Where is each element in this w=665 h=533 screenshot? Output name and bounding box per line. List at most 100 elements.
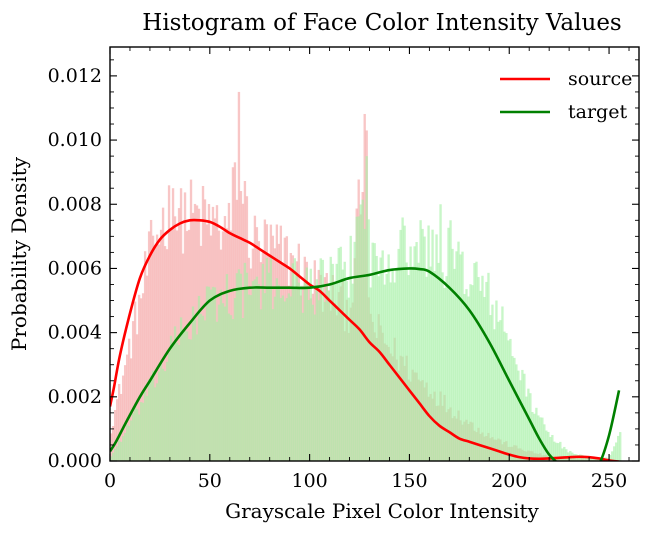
hist-bar-target (361, 199, 364, 461)
hist-bar-target (429, 266, 432, 461)
hist-bar-target (545, 430, 548, 461)
hist-bar-target (433, 270, 436, 461)
hist-bar-target (491, 304, 494, 461)
hist-bar-target (405, 262, 408, 461)
hist-bar-target (423, 236, 426, 461)
hist-bar-target (169, 335, 173, 461)
hist-bar-source (145, 275, 149, 461)
hist-bar-target (179, 317, 183, 461)
hist-bar-target (263, 293, 267, 461)
hist-bar-target (299, 285, 302, 461)
axes: 0 50 100 150 200 250 0.000 0.002 0.004 0.006 0.008… (48, 47, 639, 492)
hist-bar-target (247, 294, 251, 461)
hist-bar-target (369, 287, 372, 461)
hist-bar-target (583, 456, 586, 461)
hist-bar-target (503, 331, 506, 461)
hist-bar-target (353, 241, 356, 461)
hist-bar-target (463, 294, 466, 461)
hist-bar-target (363, 228, 366, 461)
y-tick-label: 0.002 (48, 386, 102, 408)
y-tick-label: 0.004 (48, 322, 102, 344)
hist-bar-source (171, 188, 175, 461)
hist-bar-target (279, 297, 283, 461)
hist-bar-target (125, 424, 129, 461)
hist-bar-target (595, 458, 598, 461)
hist-bar-target (437, 262, 440, 461)
hist-bar-target (493, 329, 496, 461)
hist-bar-source (121, 375, 125, 461)
hist-bar-target (167, 352, 171, 461)
histogram-bars (110, 91, 622, 462)
hist-bar-target (271, 309, 275, 461)
hist-bar-target (403, 225, 406, 461)
hist-bar-target (127, 425, 131, 461)
hist-bar-target (541, 417, 544, 461)
hist-bar-target (357, 216, 360, 461)
hist-bar-target (471, 285, 474, 461)
hist-bar-target (501, 306, 504, 461)
hist-bar-target (173, 326, 177, 461)
hist-bar-target (549, 437, 552, 461)
hist-bar-target (401, 217, 404, 461)
hist-bar-target (177, 344, 181, 461)
hist-bar-target (185, 331, 189, 461)
hist-bar-target (207, 286, 211, 461)
hist-bar-target (561, 448, 564, 461)
hist-bar-target (495, 300, 498, 461)
density-curve-target (110, 267, 621, 461)
hist-bar-target (257, 284, 261, 461)
hist-bar-target (455, 251, 458, 461)
hist-bar-target (525, 396, 528, 461)
hist-bar-target (523, 373, 526, 461)
hist-bar-target (461, 251, 464, 461)
hist-bar-source (125, 354, 129, 461)
hist-bar-target (163, 371, 167, 461)
hist-bar-target (565, 449, 568, 461)
hist-bar-target (425, 276, 428, 461)
hist-bar-target (589, 458, 592, 461)
hist-bar-target (283, 301, 287, 461)
hist-bar-target (465, 289, 468, 461)
hist-bar-target (123, 432, 127, 461)
hist-bar-target (155, 383, 159, 461)
hist-bar-target (199, 313, 203, 461)
hist-bar-target (459, 254, 462, 461)
hist-bar-target (511, 356, 514, 461)
density-curve-source (110, 218, 620, 461)
hist-bar-source (183, 192, 187, 461)
hist-bar-target (587, 457, 590, 461)
hist-bar-target (399, 229, 402, 461)
hist-bar-target (475, 261, 478, 461)
hist-bar-target (139, 402, 143, 461)
hist-bar-source (129, 358, 133, 461)
hist-bar-target (349, 235, 352, 461)
hist-bar-target (499, 320, 502, 461)
hist-bar-target (203, 320, 207, 461)
hist-bar-target (249, 295, 253, 461)
hist-bar-target (265, 258, 269, 461)
hist-bar-target (183, 330, 187, 461)
hist-bar-target (531, 412, 534, 461)
hist-bar-target (165, 361, 169, 461)
x-axis-label: Grayscale Pixel Color Intensity (225, 499, 539, 523)
hist-bar-target (135, 408, 139, 461)
hist-bar-target (395, 269, 398, 461)
hist-bar-target (591, 458, 594, 461)
hist-bar-target (329, 256, 332, 461)
hist-bar-target (557, 443, 560, 461)
hist-bar-source (131, 321, 135, 461)
hist-bar-source (110, 433, 113, 461)
hist-bar-target (375, 255, 378, 461)
hist-bar-target (513, 357, 516, 461)
hist-bar-target (287, 293, 291, 461)
legend-source-label: source (568, 68, 632, 90)
hist-bar-target (215, 321, 219, 461)
hist-bar-target (143, 391, 147, 461)
hist-bar-source (153, 246, 157, 461)
hist-bar-target (553, 441, 556, 461)
hist-bar-target (219, 289, 223, 461)
hist-bar-target (269, 257, 273, 461)
hist-bar-target (197, 295, 201, 461)
hist-bar-target (345, 281, 348, 461)
hist-bar-target (311, 304, 314, 461)
